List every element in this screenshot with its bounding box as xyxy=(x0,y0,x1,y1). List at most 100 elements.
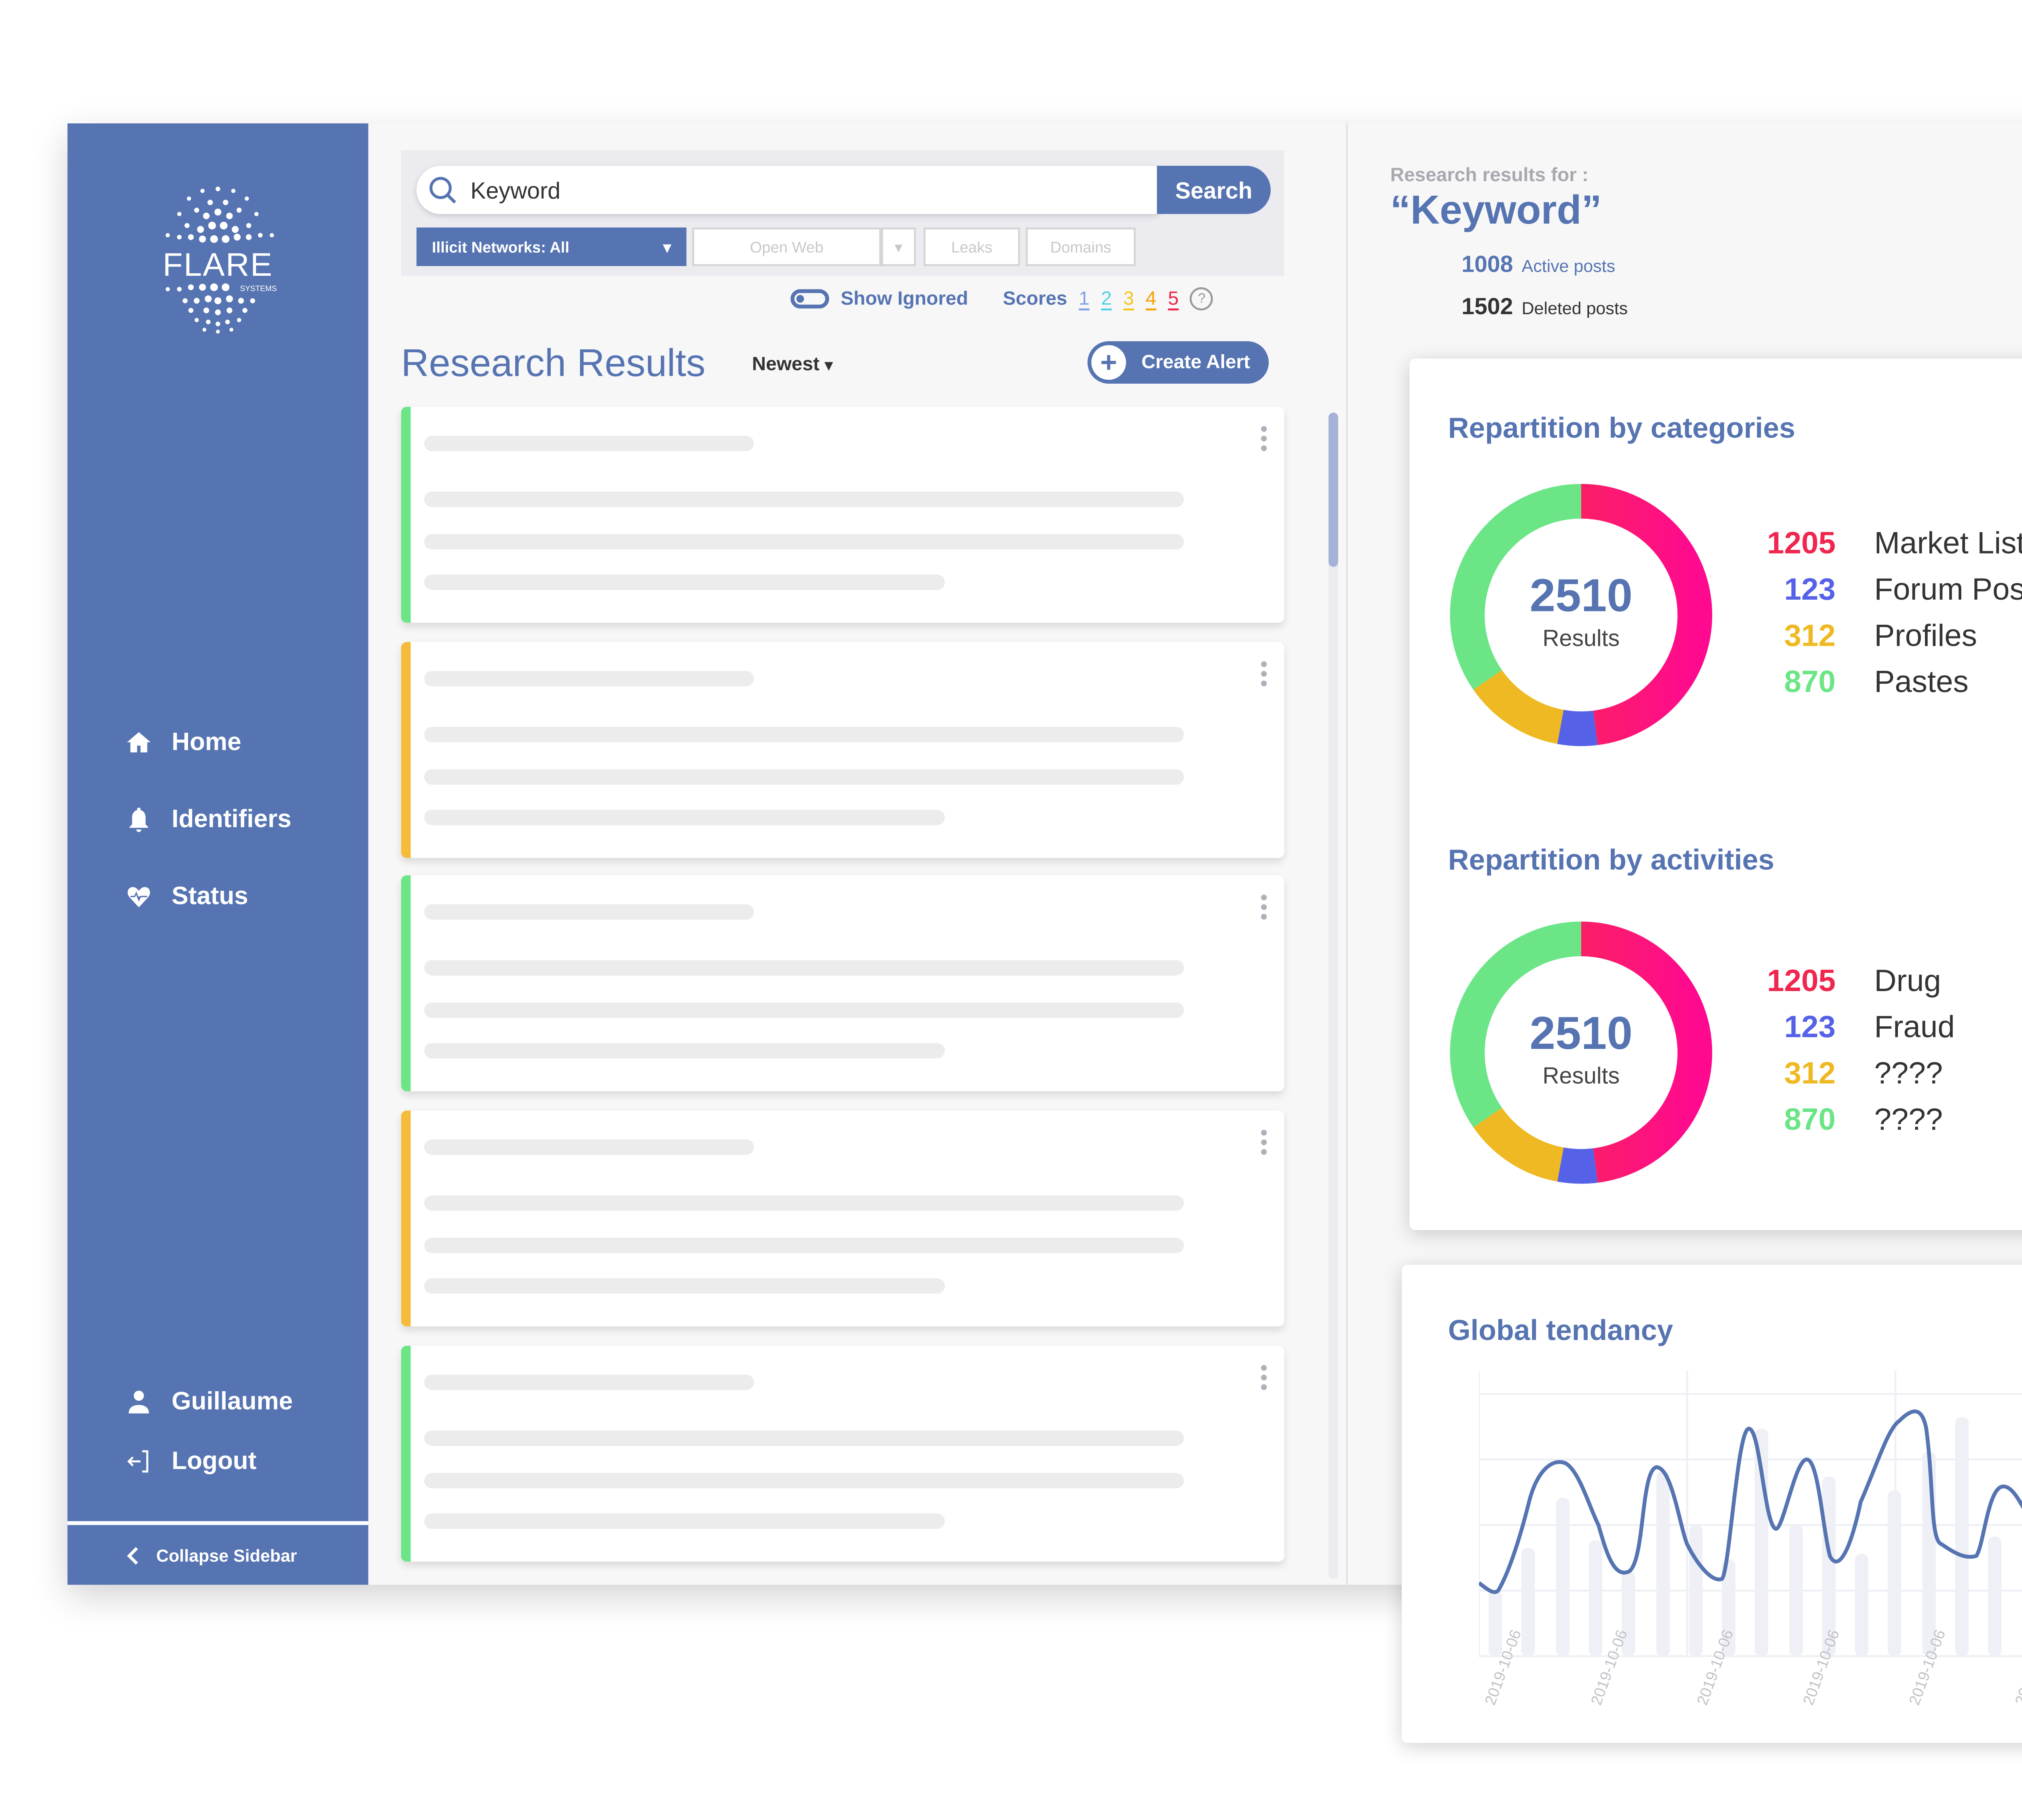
more-options-icon[interactable] xyxy=(1261,1130,1267,1159)
svg-text:2019-10-06: 2019-10-06 xyxy=(2011,1628,2022,1708)
home-icon xyxy=(127,731,151,752)
domains-filter[interactable]: Domains xyxy=(1026,227,1136,266)
chevron-down-icon: ▾ xyxy=(825,357,833,374)
more-options-icon[interactable] xyxy=(1261,894,1267,924)
search-button[interactable]: Search xyxy=(1157,166,1271,214)
deleted-posts-count: 1502 xyxy=(1462,293,1513,320)
search-input[interactable]: Keyword xyxy=(416,166,1159,214)
bell-icon xyxy=(129,806,148,831)
active-posts: 1008 Active posts xyxy=(1462,247,1628,281)
logout-label: Logout xyxy=(171,1446,257,1475)
more-options-icon[interactable] xyxy=(1261,426,1267,455)
chevron-left-icon xyxy=(127,1546,138,1564)
search-icon xyxy=(429,176,456,203)
sidebar-item-home[interactable]: Home xyxy=(125,727,241,756)
activities-title: Repartition by activities xyxy=(1448,844,1775,877)
tendency-title: Global tendancy xyxy=(1448,1315,1673,1348)
svg-text:2019-10-06: 2019-10-06 xyxy=(1800,1628,1843,1708)
active-posts-count: 1008 xyxy=(1462,250,1513,278)
divider xyxy=(1346,123,1348,1585)
flare-logo-icon: FLARE SYSTEMS xyxy=(163,186,277,334)
open-web-filter[interactable]: Open Web xyxy=(692,227,881,266)
search-panel: Keyword Search Illicit Networks: All ▾ O… xyxy=(401,150,1284,276)
collapse-sidebar-button[interactable]: Collapse Sidebar xyxy=(67,1521,368,1585)
activity-legend-item: 123 Fraud xyxy=(1784,1012,1955,1045)
score-indicator xyxy=(401,1346,411,1562)
tendency-line-chart[interactable]: 2019-10-06 2019-10-06 2019-10-06 2019-10… xyxy=(1479,1371,2022,1708)
user-icon xyxy=(129,1389,149,1413)
logout-icon xyxy=(127,1449,148,1472)
score-4[interactable]: 4 xyxy=(1145,288,1157,310)
help-icon[interactable]: ? xyxy=(1190,287,1214,311)
categories-title: Repartition by categories xyxy=(1448,412,1796,446)
deleted-posts-label: Deleted posts xyxy=(1521,299,1628,318)
score-1[interactable]: 1 xyxy=(1079,288,1090,310)
results-scrollbar[interactable] xyxy=(1328,412,1338,567)
activities-total: 2510 Results xyxy=(1529,1008,1633,1089)
activity-legend-item: 312???? xyxy=(1784,1058,1943,1091)
plus-icon: + xyxy=(1091,345,1126,380)
chevron-down-icon: ▾ xyxy=(895,238,903,256)
result-card[interactable] xyxy=(401,642,1284,858)
more-options-icon[interactable] xyxy=(1261,1365,1267,1394)
activities-donut-chart[interactable] xyxy=(1448,920,1714,1186)
sidebar-item-label: Home xyxy=(171,727,241,756)
scores-label: Scores xyxy=(1003,288,1067,310)
svg-text:FLARE: FLARE xyxy=(163,247,273,283)
activity-legend-item: 1205 Drug xyxy=(1767,966,1941,999)
sidebar-item-label: Status xyxy=(171,881,248,910)
category-legend-item: 312 Profiles xyxy=(1784,621,1977,654)
open-web-label: Open Web xyxy=(750,238,824,256)
sort-label: Newest xyxy=(752,355,820,376)
score-indicator xyxy=(401,642,411,858)
score-indicator xyxy=(401,407,411,623)
open-web-dropdown[interactable]: ▾ xyxy=(881,227,916,266)
svg-text:SYSTEMS: SYSTEMS xyxy=(240,285,277,293)
show-ignored-toggle[interactable] xyxy=(790,289,829,309)
activity-legend-item: 870???? xyxy=(1784,1105,1943,1138)
user-menu[interactable]: Guillaume xyxy=(125,1386,293,1415)
illicit-networks-label: Illicit Networks: All xyxy=(432,238,569,256)
leaks-filter[interactable]: Leaks xyxy=(923,227,1020,266)
result-card[interactable] xyxy=(401,875,1284,1091)
sidebar-item-status[interactable]: Status xyxy=(125,881,248,910)
overview-header: Research results for : “Keyword” 1008 Ac… xyxy=(1390,166,1628,324)
sidebar: FLARE SYSTEMS Home Identifiers Status Gu… xyxy=(67,123,368,1585)
sort-dropdown[interactable]: Newest ▾ xyxy=(752,355,833,376)
score-3[interactable]: 3 xyxy=(1123,288,1134,310)
categories-donut-chart[interactable] xyxy=(1448,482,1714,748)
result-card[interactable] xyxy=(401,1346,1284,1562)
search-value: Keyword xyxy=(470,176,560,204)
chevron-down-icon: ▾ xyxy=(663,238,671,256)
results-scroll-track[interactable] xyxy=(1328,412,1338,1579)
sidebar-item-label: Identifiers xyxy=(171,804,292,833)
heartbeat-icon xyxy=(126,885,152,909)
sidebar-item-identifiers[interactable]: Identifiers xyxy=(125,804,292,833)
active-posts-label: Active posts xyxy=(1521,256,1616,276)
result-card[interactable] xyxy=(401,1110,1284,1327)
score-indicator xyxy=(401,875,411,1091)
logout-button[interactable]: Logout xyxy=(125,1446,256,1475)
result-card[interactable] xyxy=(401,407,1284,623)
score-indicator xyxy=(401,1110,411,1327)
more-options-icon[interactable] xyxy=(1261,661,1267,690)
results-caption: Research results for : xyxy=(1390,166,1589,187)
global-tendency-panel: Global tendancy 2019-10-06 20 xyxy=(1402,1264,2022,1743)
research-results-title: Research Results xyxy=(401,343,706,386)
show-ignored-label: Show Ignored xyxy=(840,288,969,310)
repartition-panel: Repartition by categories 2510 Results 1… xyxy=(1409,358,2022,1230)
score-5[interactable]: 5 xyxy=(1168,288,1179,310)
search-query: “Keyword” xyxy=(1390,189,1602,233)
category-legend-item: 870 Pastes xyxy=(1784,667,1969,700)
svg-text:2019-10-06: 2019-10-06 xyxy=(1481,1628,1525,1708)
search-options: Show Ignored Scores 1 2 3 4 5 ? xyxy=(790,287,1214,311)
flare-logo[interactable]: FLARE SYSTEMS xyxy=(145,181,291,335)
collapse-label: Collapse Sidebar xyxy=(156,1545,297,1565)
illicit-networks-select[interactable]: Illicit Networks: All ▾ xyxy=(416,227,687,266)
create-alert-label: Create Alert xyxy=(1141,352,1250,373)
score-2[interactable]: 2 xyxy=(1101,288,1112,310)
user-name: Guillaume xyxy=(171,1386,293,1415)
create-alert-button[interactable]: + Create Alert xyxy=(1087,341,1269,384)
